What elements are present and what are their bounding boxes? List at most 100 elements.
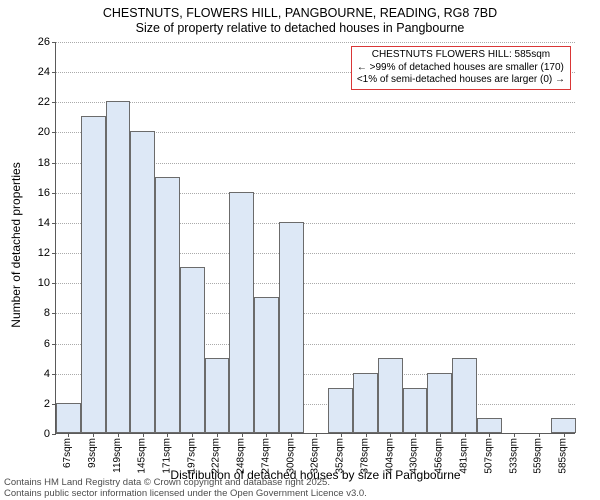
xtick-mark xyxy=(217,433,218,437)
ytick-label: 22 xyxy=(38,96,50,108)
histogram-bar xyxy=(427,373,452,433)
ytick-mark xyxy=(52,344,56,345)
ytick-label: 24 xyxy=(38,66,50,78)
ytick-mark xyxy=(52,374,56,375)
xtick-mark xyxy=(291,433,292,437)
ytick-mark xyxy=(52,253,56,254)
xtick-label: 274sqm xyxy=(260,438,271,474)
xtick-mark xyxy=(489,433,490,437)
xtick-mark xyxy=(390,433,391,437)
xtick-mark xyxy=(539,433,540,437)
xtick-label: 507sqm xyxy=(483,438,494,474)
xtick-label: 378sqm xyxy=(360,438,371,474)
ytick-label: 6 xyxy=(44,338,50,350)
grid-line xyxy=(56,42,575,43)
ytick-mark xyxy=(52,132,56,133)
xtick-mark xyxy=(143,433,144,437)
histogram-bar xyxy=(254,297,279,433)
xtick-mark xyxy=(118,433,119,437)
histogram-bar xyxy=(106,101,131,433)
ytick-mark xyxy=(52,434,56,435)
histogram-bar xyxy=(155,177,180,433)
annotation-line3: <1% of semi-detached houses are larger (… xyxy=(357,74,565,87)
annotation-line1: CHESTNUTS FLOWERS HILL: 585sqm xyxy=(357,49,565,62)
ytick-label: 12 xyxy=(38,247,50,259)
grid-line xyxy=(56,102,575,103)
xtick-label: 533sqm xyxy=(508,438,519,474)
y-axis-label: Number of detached properties xyxy=(9,162,23,327)
xtick-mark xyxy=(366,433,367,437)
chart-title-block: CHESTNUTS, FLOWERS HILL, PANGBOURNE, REA… xyxy=(0,6,600,36)
xtick-mark xyxy=(316,433,317,437)
xtick-label: 300sqm xyxy=(285,438,296,474)
xtick-label: 93sqm xyxy=(87,438,98,468)
histogram-bar xyxy=(353,373,378,433)
chart-title-line2: Size of property relative to detached ho… xyxy=(0,21,600,36)
ytick-mark xyxy=(52,313,56,314)
xtick-mark xyxy=(465,433,466,437)
histogram-bar xyxy=(279,222,304,433)
xtick-label: 456sqm xyxy=(434,438,445,474)
xtick-mark xyxy=(68,433,69,437)
ytick-label: 8 xyxy=(44,307,50,319)
histogram-bar xyxy=(56,403,81,433)
histogram-bar xyxy=(205,358,230,433)
xtick-mark xyxy=(415,433,416,437)
xtick-mark xyxy=(440,433,441,437)
xtick-mark xyxy=(93,433,94,437)
ytick-mark xyxy=(52,42,56,43)
xtick-label: 248sqm xyxy=(236,438,247,474)
xtick-label: 145sqm xyxy=(137,438,148,474)
ytick-mark xyxy=(52,283,56,284)
ytick-mark xyxy=(52,102,56,103)
ytick-mark xyxy=(52,193,56,194)
histogram-bar xyxy=(477,418,502,433)
histogram-bar xyxy=(403,388,428,433)
xtick-mark xyxy=(192,433,193,437)
ytick-label: 2 xyxy=(44,398,50,410)
histogram-bar xyxy=(130,131,155,433)
ytick-label: 10 xyxy=(38,277,50,289)
xtick-mark xyxy=(266,433,267,437)
chart-title-line1: CHESTNUTS, FLOWERS HILL, PANGBOURNE, REA… xyxy=(0,6,600,21)
ytick-label: 0 xyxy=(44,428,50,440)
annotation-callout: CHESTNUTS FLOWERS HILL: 585sqm ← >99% of… xyxy=(351,46,571,90)
ytick-mark xyxy=(52,163,56,164)
xtick-label: 352sqm xyxy=(335,438,346,474)
xtick-mark xyxy=(242,433,243,437)
histogram-bar xyxy=(81,116,106,433)
ytick-label: 16 xyxy=(38,187,50,199)
xtick-label: 481sqm xyxy=(459,438,470,474)
xtick-label: 171sqm xyxy=(161,438,172,474)
xtick-mark xyxy=(341,433,342,437)
ytick-mark xyxy=(52,223,56,224)
histogram-bar xyxy=(452,358,477,433)
ytick-mark xyxy=(52,72,56,73)
xtick-mark xyxy=(167,433,168,437)
xtick-label: 585sqm xyxy=(558,438,569,474)
ytick-label: 20 xyxy=(38,126,50,138)
histogram-bar xyxy=(378,358,403,433)
ytick-label: 4 xyxy=(44,368,50,380)
xtick-mark xyxy=(564,433,565,437)
xtick-label: 222sqm xyxy=(211,438,222,474)
plot-area: Number of detached properties Distributi… xyxy=(55,42,575,434)
histogram-bar xyxy=(551,418,576,433)
histogram-bar xyxy=(229,192,254,433)
xtick-label: 430sqm xyxy=(409,438,420,474)
histogram-bar xyxy=(180,267,205,433)
chart-container: CHESTNUTS, FLOWERS HILL, PANGBOURNE, REA… xyxy=(0,0,600,500)
xtick-label: 119sqm xyxy=(112,438,123,473)
xtick-mark xyxy=(514,433,515,437)
xtick-label: 404sqm xyxy=(384,438,395,474)
annotation-line2: ← >99% of detached houses are smaller (1… xyxy=(357,62,565,75)
ytick-label: 14 xyxy=(38,217,50,229)
xtick-label: 559sqm xyxy=(533,438,544,474)
footer-line2: Contains public sector information licen… xyxy=(4,489,367,500)
xtick-label: 197sqm xyxy=(186,438,197,474)
xtick-label: 67sqm xyxy=(62,438,73,468)
histogram-bar xyxy=(328,388,353,433)
ytick-label: 18 xyxy=(38,157,50,169)
ytick-label: 26 xyxy=(38,36,50,48)
xtick-label: 326sqm xyxy=(310,438,321,474)
